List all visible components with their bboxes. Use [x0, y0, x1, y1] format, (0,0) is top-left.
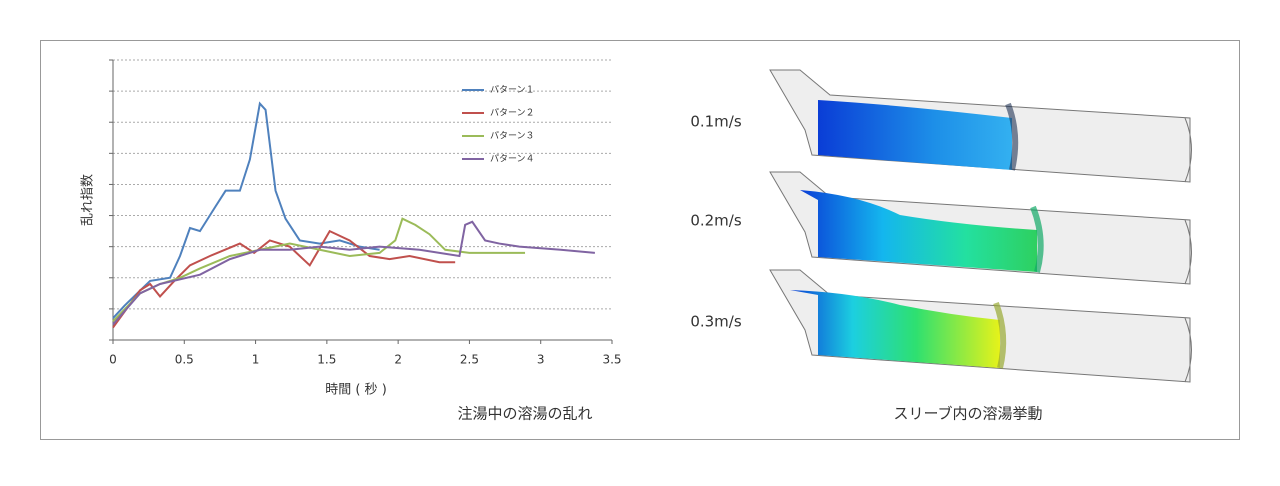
frame: [40, 40, 1240, 440]
chart-caption: 注湯中の溶湯の乱れ: [457, 405, 592, 423]
sleeve-3: [769, 269, 1192, 383]
x-tick-label: 2.5: [460, 353, 479, 367]
legend-label: パターン２: [490, 108, 535, 119]
series-line: [112, 101, 380, 319]
x-tick-label: 0.5: [175, 353, 194, 367]
x-tick-label: 3.5: [602, 353, 621, 367]
legend-label: パターン３: [490, 131, 535, 142]
sleeve-2: [769, 171, 1192, 285]
legend-label: パターン１: [490, 85, 535, 96]
sleeves: [769, 69, 1192, 383]
x-tick-label: 0: [109, 353, 117, 367]
panel-caption: スリーブ内の溶湯挙動: [893, 405, 1042, 423]
series-line: [112, 229, 456, 329]
series-line: [112, 220, 595, 326]
y-axis-label: 乱れ指数: [81, 174, 96, 226]
speed-label: 0.3m/s: [690, 313, 742, 331]
x-tick-label: 2: [394, 353, 402, 367]
x-tick-label: 3: [537, 353, 545, 367]
x-axis-label: 時間 ( 秒 ): [325, 383, 387, 398]
speed-label: 0.2m/s: [690, 212, 742, 230]
series-line: [112, 217, 526, 323]
legend-label: パターン４: [490, 154, 535, 165]
speed-label: 0.1m/s: [690, 113, 742, 131]
x-tick-label: 1: [252, 353, 260, 367]
x-tick-label: 1.5: [317, 353, 336, 367]
sleeve-1: [769, 69, 1192, 183]
